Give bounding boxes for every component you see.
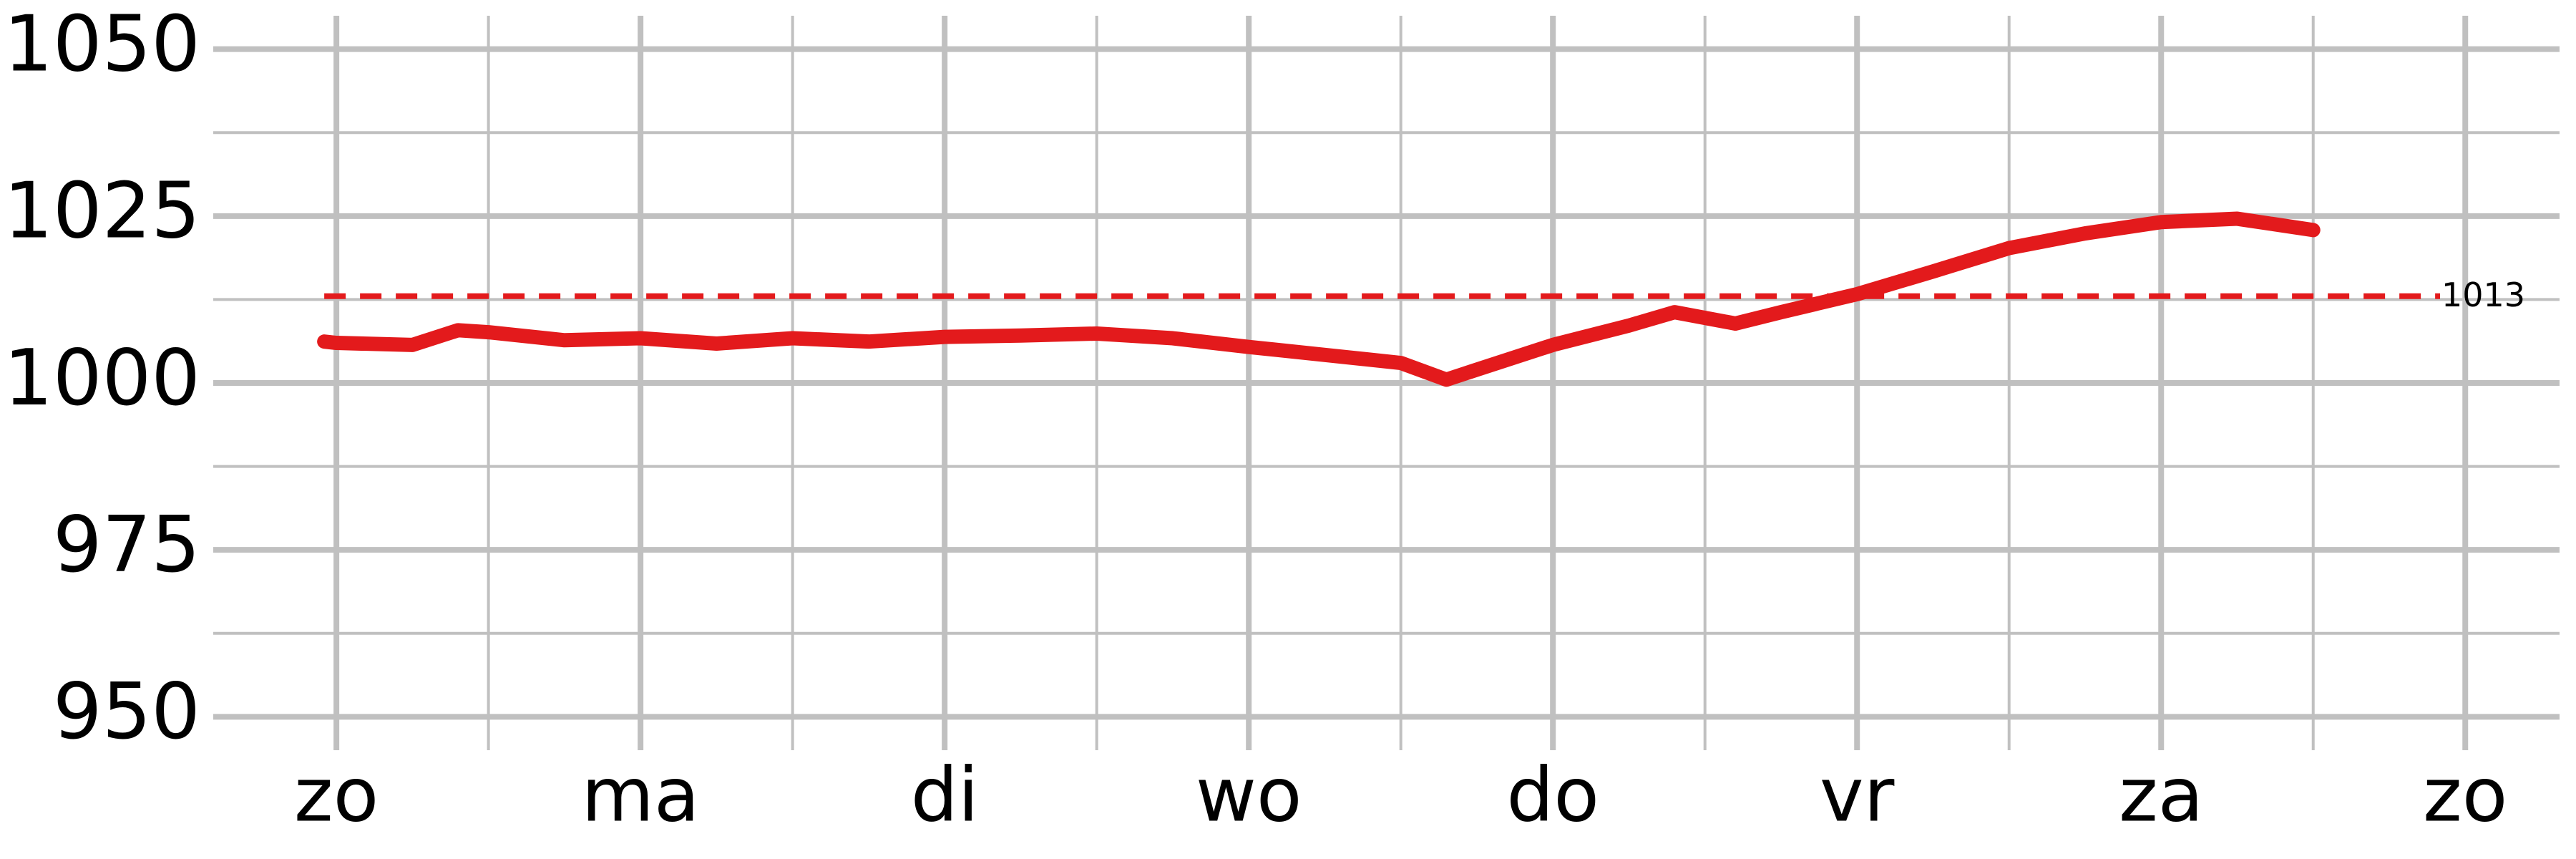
x-tick-label: vr bbox=[1820, 751, 1895, 838]
reference-label: 1013 bbox=[2441, 276, 2525, 314]
y-tick-label: 1025 bbox=[4, 167, 200, 256]
y-tick-label: 1000 bbox=[4, 334, 200, 423]
x-tick-label: di bbox=[911, 751, 979, 838]
x-tick-label: zo bbox=[294, 751, 379, 838]
y-tick-label: 975 bbox=[53, 500, 200, 590]
x-tick-label: zo bbox=[2423, 751, 2507, 838]
y-tick-label: 950 bbox=[53, 667, 200, 757]
x-tick-label: ma bbox=[582, 751, 700, 838]
line-series bbox=[317, 211, 2321, 387]
x-tick-label: za bbox=[2119, 751, 2203, 838]
x-tick-label: wo bbox=[1196, 751, 1302, 838]
x-tick-label: do bbox=[1506, 751, 1599, 838]
y-tick-label: 1050 bbox=[4, 0, 200, 89]
